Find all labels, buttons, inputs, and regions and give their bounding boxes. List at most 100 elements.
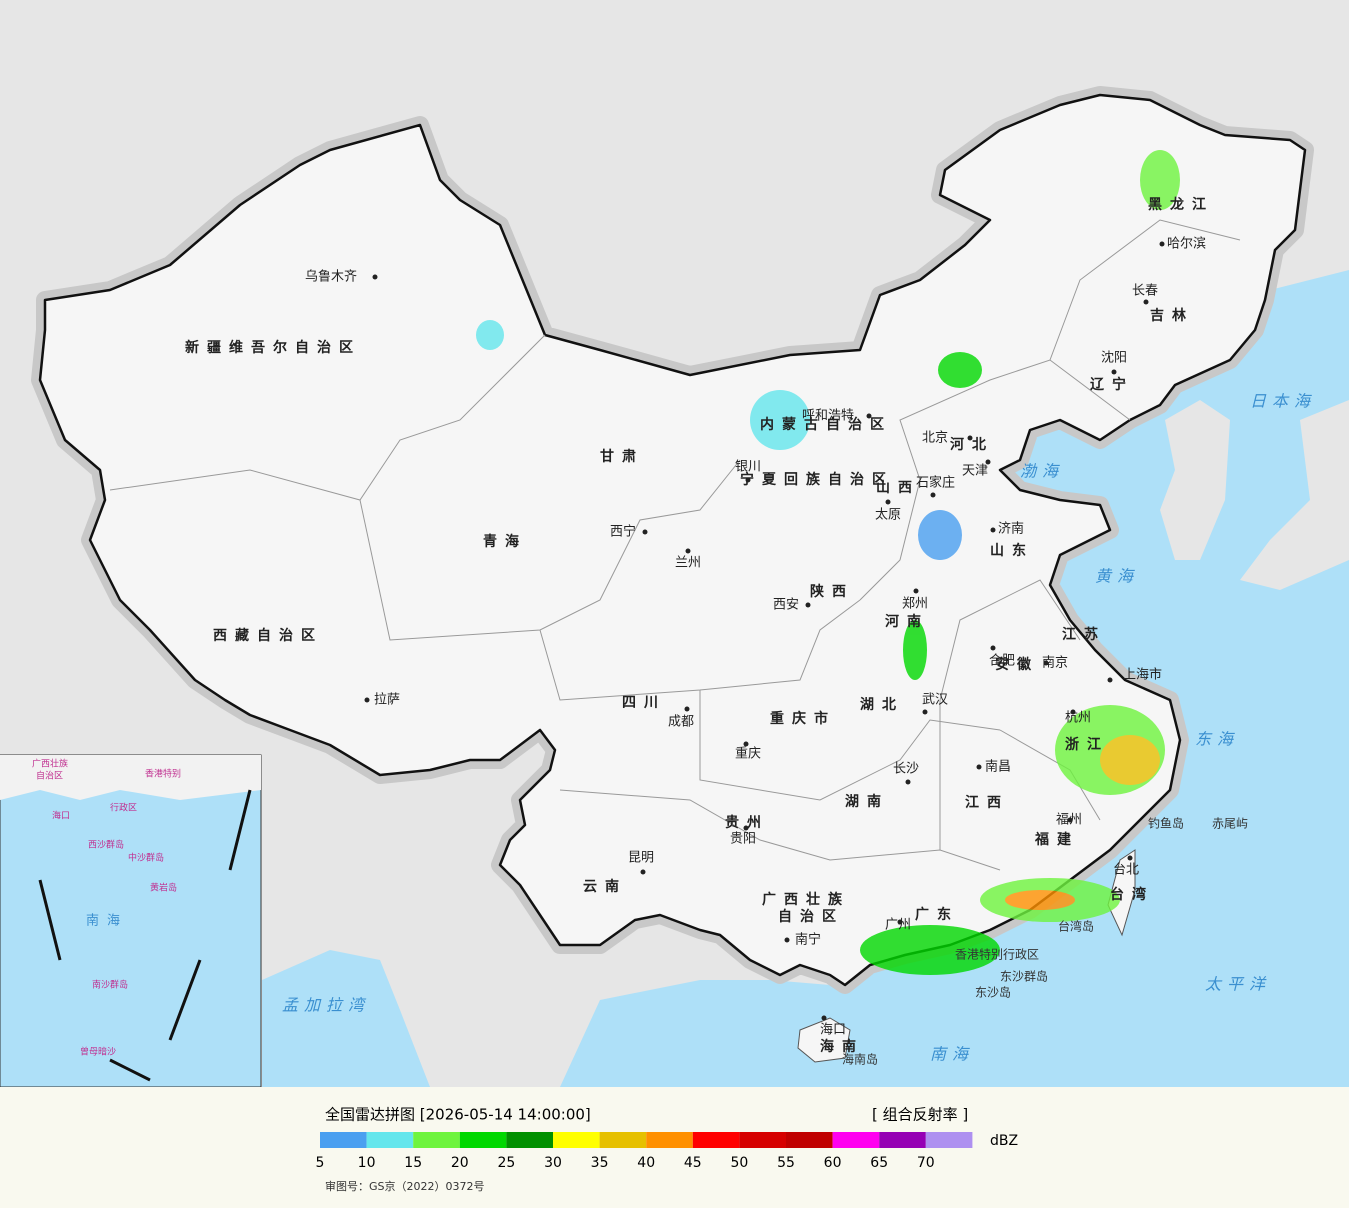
city-label: 昆明 <box>628 851 654 866</box>
city-dot <box>990 645 996 651</box>
city-dot <box>897 919 903 925</box>
legend-swatch <box>879 1132 926 1148</box>
city-dot <box>784 937 790 943</box>
city-dot <box>866 413 872 419</box>
radar-echoes <box>476 150 1180 975</box>
city-dot <box>745 477 751 483</box>
japan <box>1240 400 1349 590</box>
city-dot <box>985 459 991 465</box>
city-dot <box>805 602 811 608</box>
province-label: 河北 <box>950 436 994 453</box>
city-label: 长沙 <box>893 762 919 777</box>
sea-label: 日本海 <box>1250 392 1316 411</box>
city-label: 合肥 <box>989 654 1015 669</box>
province-label: 浙江 <box>1065 736 1109 753</box>
legend-tick-label: 70 <box>917 1155 935 1171</box>
province-label: 自治区 <box>778 908 844 925</box>
city-dot <box>821 1015 827 1021</box>
city-dot <box>1159 241 1165 247</box>
city-label: 郑州 <box>902 597 928 612</box>
inset-label: 海口 <box>52 810 70 822</box>
sea-label: 渤海 <box>1020 462 1064 481</box>
province-label: 台湾 <box>1110 886 1154 903</box>
city-label: 北京 <box>922 431 948 446</box>
island-label: 香港特别行政区 <box>955 947 1039 962</box>
legend-tick-label: 5 <box>316 1155 325 1171</box>
legend-tick-label: 15 <box>404 1155 422 1171</box>
hainan <box>797 1017 851 1063</box>
island-label: 钓鱼岛 <box>1148 816 1184 831</box>
province-label: 江苏 <box>1062 626 1106 643</box>
inset-label: 曾母暗沙 <box>80 1046 116 1058</box>
province-label: 内蒙古自治区 <box>760 416 892 433</box>
city-label: 乌鲁木齐 <box>305 269 357 285</box>
city-label: 拉萨 <box>374 693 400 708</box>
legend-swatch <box>506 1132 553 1148</box>
city-label: 银川 <box>735 460 761 475</box>
legend-unit: dBZ <box>990 1133 1018 1149</box>
city-dot <box>684 706 690 712</box>
province-label: 陕西 <box>810 583 854 600</box>
city-label: 南昌 <box>985 759 1011 775</box>
city-label: 西宁 <box>610 524 636 540</box>
sea <box>560 270 1349 1087</box>
city-dot <box>930 492 936 498</box>
province-borders <box>109 219 1241 871</box>
city-dot <box>1070 709 1076 715</box>
province-label: 广西壮族 <box>762 891 850 908</box>
sea-label: 孟加拉湾 <box>282 996 370 1015</box>
city-dot <box>905 779 911 785</box>
province-label: 吉林 <box>1150 307 1194 324</box>
legend-swatch <box>413 1132 460 1148</box>
city-dot <box>642 529 648 535</box>
city-label: 兰州 <box>675 556 701 571</box>
inset-land <box>0 755 261 800</box>
province-label: 海南 <box>820 1038 864 1055</box>
legend-swatch <box>832 1132 880 1148</box>
sea-label: 南海 <box>930 1045 974 1064</box>
province-label: 湖南 <box>845 793 889 810</box>
legend-swatch <box>692 1132 740 1148</box>
city-label: 广州 <box>885 918 911 933</box>
city-label: 重庆 <box>735 746 761 762</box>
inset-label: 香港特别 <box>145 768 181 780</box>
province-label: 四川 <box>622 695 666 711</box>
city-dot <box>364 697 370 703</box>
province-label: 河南 <box>885 613 929 630</box>
legend-tick-label: 30 <box>544 1155 562 1171</box>
city-label: 福州 <box>1056 813 1082 828</box>
city-label: 贵阳 <box>730 832 756 847</box>
province-label: 辽宁 <box>1090 376 1134 393</box>
city-dot <box>885 499 891 505</box>
city-dot <box>640 869 646 875</box>
inset-label: 自治区 <box>36 770 63 782</box>
inset-boundary <box>38 789 252 1082</box>
legend-tick-label: 20 <box>451 1155 469 1171</box>
legend-tick-label: 10 <box>358 1155 376 1171</box>
city-dot <box>372 274 378 280</box>
city-dot <box>976 764 982 770</box>
province-label: 青海 <box>483 533 527 550</box>
city-label: 长春 <box>1132 284 1158 299</box>
legend-tick-label: 40 <box>637 1155 655 1171</box>
province-label: 安徽 <box>995 656 1039 673</box>
legend-tick-label: 55 <box>777 1155 795 1171</box>
inset-label: 西沙群岛 <box>88 839 124 851</box>
city-label: 呼和浩特 <box>802 409 854 424</box>
legend-swatch <box>459 1132 507 1148</box>
city-dot <box>922 709 928 715</box>
province-label: 山西 <box>876 480 920 496</box>
province-label: 福建 <box>1034 831 1079 848</box>
city-label: 台北 <box>1113 863 1139 878</box>
approval-number: 审图号：GS京（2022）0372号 <box>325 1179 485 1193</box>
province-label: 湖北 <box>860 697 904 713</box>
island-label: 赤尾屿 <box>1212 817 1248 831</box>
inset-label: 行政区 <box>110 802 137 814</box>
province-label: 云南 <box>583 878 627 895</box>
city-label: 南宁 <box>795 932 821 948</box>
china-land <box>38 93 1307 987</box>
city-dot <box>743 741 749 747</box>
legend-swatch <box>786 1132 833 1148</box>
inset-label: 广西壮族 <box>32 758 68 770</box>
inset-label: 南海 <box>86 913 128 929</box>
